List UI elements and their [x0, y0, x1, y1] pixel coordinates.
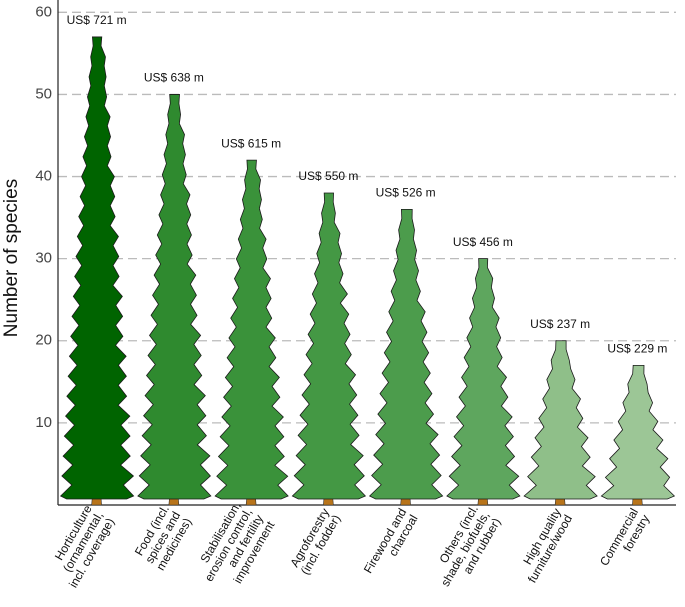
tree-bar [600, 365, 676, 500]
tree-bar [137, 94, 212, 500]
y-tick-label: 60 [35, 3, 52, 20]
tree-bar [446, 258, 521, 500]
y-tick-label: 40 [35, 168, 52, 185]
tree-bar [214, 159, 289, 500]
y-tick-label: 10 [35, 414, 52, 431]
annotation: US$ 229 m [607, 342, 667, 356]
annotation: US$ 550 m [298, 169, 358, 183]
annotation: US$ 615 m [221, 136, 281, 150]
tree-bar [291, 192, 367, 500]
tree-bar [523, 340, 598, 500]
y-axis-label: Number of species [1, 179, 22, 337]
tree-bar [59, 36, 135, 500]
annotation: US$ 526 m [376, 186, 436, 200]
annotation: US$ 237 m [530, 317, 590, 331]
y-tick-label: 30 [35, 250, 52, 267]
x-tick-label: Stabilisation,erosion control,and fertil… [197, 499, 277, 586]
y-tick-label: 50 [35, 85, 52, 102]
x-tick-label: Others (incl.shade, biofuels,and rubber) [436, 503, 503, 589]
annotation: US$ 456 m [453, 235, 513, 249]
annotation: US$ 638 m [144, 71, 204, 85]
annotation: US$ 721 m [67, 13, 127, 27]
x-tick-label: Agroforestry(incl. fodder) [287, 506, 343, 577]
x-tick-label: Horticulture(ornamental,incl. coverage) [52, 502, 117, 590]
tree-bar [368, 208, 444, 500]
y-tick-label: 20 [35, 332, 52, 349]
